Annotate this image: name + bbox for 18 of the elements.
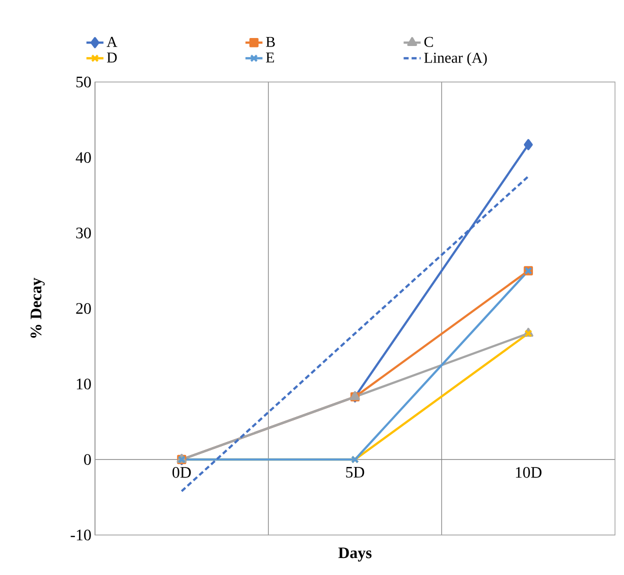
legend-label: B — [266, 36, 275, 47]
legend-label: C — [424, 36, 433, 47]
y-tick-label: 20 — [76, 303, 91, 314]
y-tick-label: 10 — [76, 378, 91, 390]
y-tick-label: -10 — [70, 530, 91, 540]
y-tick-label: 50 — [76, 76, 91, 88]
x-tick-label: 0D — [172, 467, 191, 478]
x-axis-title: Days — [338, 548, 372, 562]
x-tick-label: 10D — [516, 467, 542, 478]
y-tick-label: 30 — [76, 228, 91, 238]
y-axis-title: % Decay — [30, 278, 45, 338]
y-tick-label: 40 — [76, 152, 91, 163]
legend-label: E — [266, 52, 274, 62]
x-tick-label: 5D — [346, 467, 364, 478]
legend-label: Linear (A) — [424, 52, 487, 66]
y-tick-label: 0 — [84, 454, 91, 465]
legend-label: D — [106, 52, 117, 62]
legend-label: A — [106, 36, 118, 47]
